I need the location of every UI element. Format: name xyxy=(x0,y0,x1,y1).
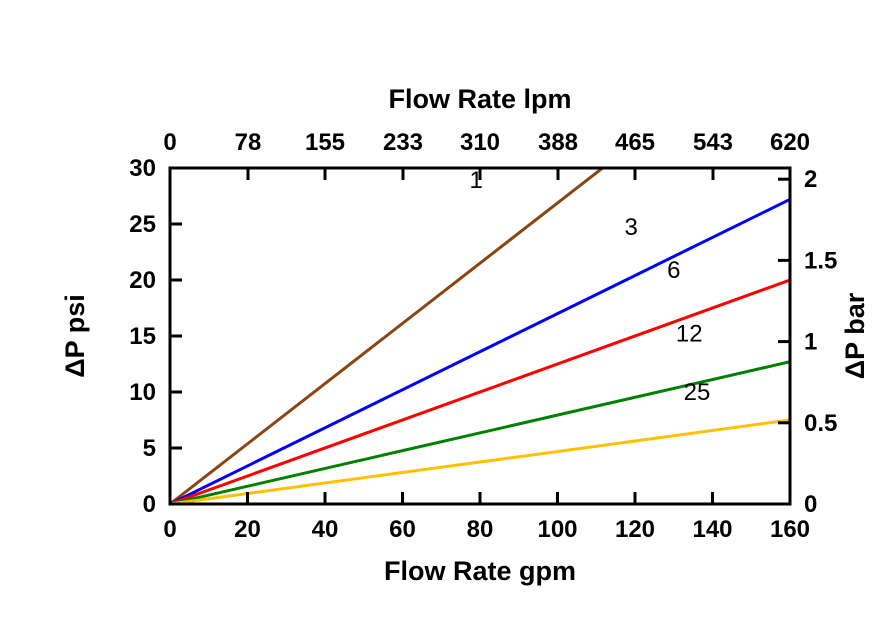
y-right-tick-label: 0 xyxy=(804,491,817,518)
x-bottom-tick-label: 160 xyxy=(770,516,810,543)
x-bottom-tick-label: 100 xyxy=(537,516,577,543)
x-top-tick-label: 388 xyxy=(538,129,578,156)
y-left-tick-label: 30 xyxy=(129,155,156,182)
y-left-tick-label: 20 xyxy=(129,267,156,294)
x-top-tick-label: 310 xyxy=(460,129,500,156)
series-label-12: 12 xyxy=(676,321,703,348)
series-label-6: 6 xyxy=(667,257,680,284)
y-right-tick-label: 0.5 xyxy=(804,410,837,437)
x-top-tick-label: 543 xyxy=(693,129,733,156)
y-left-label: ΔP psi xyxy=(60,294,90,377)
x-top-tick-label: 465 xyxy=(615,129,655,156)
y-left-tick-label: 5 xyxy=(143,435,156,462)
x-bottom-tick-label: 40 xyxy=(312,516,339,543)
y-right-label: ΔP bar xyxy=(840,292,870,379)
x-bottom-tick-label: 140 xyxy=(692,516,732,543)
y-left-tick-label: 10 xyxy=(129,379,156,406)
y-right-tick-label: 1.5 xyxy=(804,247,837,274)
x-top-tick-label: 0 xyxy=(163,129,176,156)
y-right-tick-label: 2 xyxy=(804,166,817,193)
series-label-25: 25 xyxy=(684,379,711,406)
x-top-tick-label: 155 xyxy=(305,129,345,156)
x-bottom-tick-label: 60 xyxy=(389,516,416,543)
x-top-tick-label: 620 xyxy=(770,129,810,156)
x-bottom-label: Flow Rate gpm xyxy=(384,556,576,586)
x-top-label: Flow Rate lpm xyxy=(388,84,571,114)
y-left-tick-label: 15 xyxy=(129,323,156,350)
x-top-tick-label: 233 xyxy=(383,129,423,156)
x-top-tick-label: 78 xyxy=(235,129,262,156)
x-bottom-tick-label: 20 xyxy=(234,516,261,543)
y-left-tick-label: 0 xyxy=(143,491,156,518)
x-bottom-tick-label: 0 xyxy=(163,516,176,543)
y-right-tick-label: 1 xyxy=(804,329,817,356)
y-left-tick-label: 25 xyxy=(129,211,156,238)
x-bottom-tick-label: 120 xyxy=(615,516,655,543)
series-label-3: 3 xyxy=(624,214,637,241)
pressure-flow-chart: 020406080100120140160Flow Rate gpm078155… xyxy=(0,0,882,626)
series-label-1: 1 xyxy=(469,167,482,194)
x-bottom-tick-label: 80 xyxy=(467,516,494,543)
